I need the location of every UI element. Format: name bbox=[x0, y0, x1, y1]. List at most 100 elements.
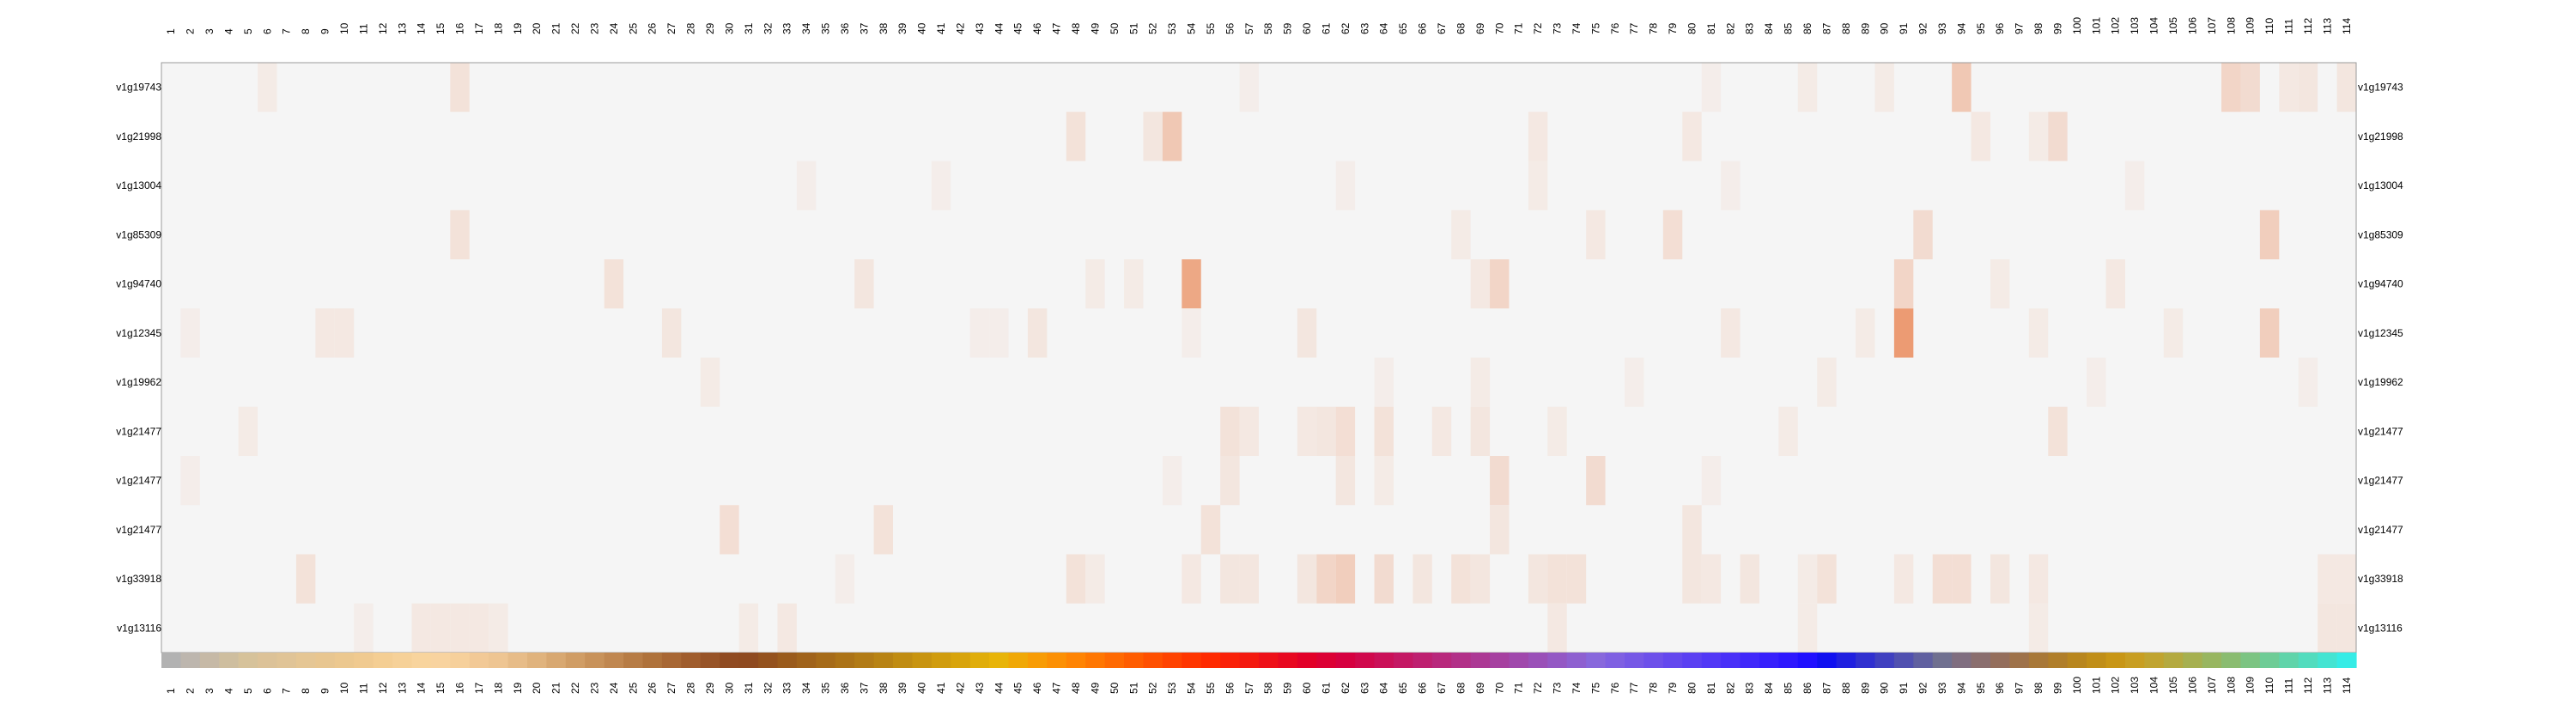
heatmap-cell bbox=[2298, 357, 2318, 407]
column-tick-label-top: 15 bbox=[434, 22, 447, 34]
color-bar-segment bbox=[392, 653, 413, 668]
column-tick-label-bottom: 39 bbox=[896, 682, 908, 694]
heatmap-cell bbox=[1220, 456, 1240, 506]
color-bar-segment bbox=[2318, 653, 2338, 668]
color-bar-segment bbox=[951, 653, 971, 668]
heatmap-cell bbox=[1085, 259, 1105, 309]
column-tick-label-top: 5 bbox=[242, 28, 254, 34]
column-tick-label-bottom: 64 bbox=[1378, 682, 1390, 694]
heatmap-cell bbox=[1874, 63, 1894, 112]
color-bar-segment bbox=[1721, 653, 1741, 668]
color-bar-segment bbox=[1566, 653, 1587, 668]
column-tick-label-top: 24 bbox=[608, 22, 620, 34]
column-tick-label-bottom: 6 bbox=[261, 688, 273, 694]
heatmap-cell bbox=[2087, 357, 2106, 407]
column-tick-label-top: 108 bbox=[2225, 17, 2237, 34]
color-bar-segment bbox=[835, 653, 855, 668]
column-tick-label-top: 110 bbox=[2263, 18, 2275, 34]
column-tick-label-bottom: 86 bbox=[1801, 682, 1814, 694]
heatmap-cell bbox=[2221, 63, 2241, 112]
column-tick-label-bottom: 75 bbox=[1589, 682, 1601, 694]
column-tick-label-bottom: 53 bbox=[1166, 682, 1178, 694]
column-tick-label-top: 58 bbox=[1262, 22, 1274, 34]
heatmap-cell bbox=[1528, 112, 1548, 161]
column-tick-label-bottom: 13 bbox=[396, 682, 408, 694]
column-tick-label-top: 102 bbox=[2110, 17, 2122, 34]
column-tick-label-bottom: 28 bbox=[685, 682, 697, 694]
heatmap-cell bbox=[1239, 63, 1259, 112]
row-labels-left: v1g19743 v1g21998 v1g13004 v1g85309 v1g94740… bbox=[116, 82, 161, 635]
heatmap-cell bbox=[1220, 554, 1240, 604]
heatmap-cell bbox=[469, 603, 489, 653]
heatmap-cell bbox=[1413, 554, 1432, 604]
row-label-left: v1g13116 bbox=[117, 622, 161, 634]
color-bar-segment bbox=[1952, 653, 1972, 668]
color-bar-segment bbox=[1335, 653, 1356, 668]
heatmap-cell bbox=[2240, 63, 2260, 112]
color-bar-segment bbox=[238, 653, 258, 668]
column-tick-label-top: 90 bbox=[1879, 22, 1891, 34]
column-tick-label-top: 14 bbox=[416, 22, 428, 34]
heatmap-cell bbox=[1239, 406, 1259, 456]
column-tick-label-top: 70 bbox=[1493, 22, 1505, 34]
color-bar-segment bbox=[1836, 653, 1856, 668]
column-tick-label-top: 28 bbox=[685, 22, 697, 34]
color-bar-segment bbox=[219, 653, 240, 668]
column-tick-label-top: 52 bbox=[1147, 22, 1159, 34]
column-tick-label-top: 87 bbox=[1820, 22, 1832, 34]
heatmap-cell bbox=[1470, 259, 1491, 309]
heatmap-cell bbox=[411, 603, 431, 653]
heatmap-cell bbox=[1990, 554, 2010, 604]
color-bar-segment bbox=[623, 653, 644, 668]
column-tick-label-top: 71 bbox=[1513, 22, 1525, 34]
row-label-right: v1g33918 bbox=[2358, 573, 2403, 585]
heatmap-cell bbox=[1797, 63, 1818, 112]
heatmap-cell bbox=[1893, 554, 1914, 604]
color-bar-segment bbox=[1643, 653, 1664, 668]
column-tick-label-bottom: 105 bbox=[2167, 677, 2179, 694]
column-tick-label-bottom: 34 bbox=[800, 682, 812, 694]
column-tick-label-bottom: 41 bbox=[935, 682, 947, 694]
heatmap-cell bbox=[2163, 308, 2184, 358]
color-bar-segment bbox=[315, 653, 336, 668]
column-tick-label-top: 78 bbox=[1648, 22, 1660, 34]
column-tick-label-bottom: 45 bbox=[1012, 682, 1024, 694]
column-tick-label-bottom: 107 bbox=[2206, 677, 2218, 694]
color-bar-segment bbox=[334, 653, 355, 668]
heatmap-cell bbox=[1566, 554, 1587, 604]
column-tick-label-bottom: 57 bbox=[1243, 682, 1255, 694]
heatmap-cell bbox=[1586, 456, 1606, 506]
column-tick-label-bottom: 60 bbox=[1301, 682, 1313, 694]
column-tick-label-bottom: 1 bbox=[165, 688, 177, 694]
column-tick-label-top: 72 bbox=[1532, 22, 1544, 34]
heatmap-cell bbox=[2124, 161, 2145, 210]
column-tick-label-top: 55 bbox=[1205, 22, 1217, 34]
color-bar-segment bbox=[1066, 653, 1086, 668]
column-tick-label-bottom: 27 bbox=[665, 682, 677, 694]
column-tick-label-bottom: 85 bbox=[1783, 682, 1795, 694]
heatmap-cell bbox=[2028, 112, 2049, 161]
color-bar-segment bbox=[565, 653, 586, 668]
column-tick-label-bottom: 14 bbox=[416, 682, 428, 694]
color-bar-segment bbox=[1893, 653, 1914, 668]
heatmap-cell bbox=[1817, 357, 1837, 407]
column-tick-label-top: 50 bbox=[1109, 22, 1121, 34]
color-bar-segment bbox=[1682, 653, 1703, 668]
heatmap-cell bbox=[1374, 554, 1394, 604]
column-tick-label-bottom: 20 bbox=[531, 682, 543, 694]
column-tick-label-bottom: 65 bbox=[1397, 682, 1409, 694]
heatmap-cell bbox=[1971, 112, 1990, 161]
column-tick-label-top: 65 bbox=[1397, 22, 1409, 34]
column-tick-label-top: 20 bbox=[531, 22, 543, 34]
color-bar-segment bbox=[1104, 653, 1125, 668]
heatmap-cell bbox=[295, 554, 316, 604]
color-bar-segment bbox=[2202, 653, 2222, 668]
column-tick-label-bottom: 56 bbox=[1224, 682, 1236, 694]
color-bar-segment bbox=[1143, 653, 1163, 668]
color-bar-segment bbox=[2067, 653, 2087, 668]
column-tick-label-top: 83 bbox=[1744, 22, 1756, 34]
heatmap-cell bbox=[1470, 406, 1491, 456]
heatmap-cell bbox=[2028, 308, 2049, 358]
column-tick-label-top: 109 bbox=[2245, 17, 2257, 34]
heatmap-cell bbox=[1952, 554, 1971, 604]
